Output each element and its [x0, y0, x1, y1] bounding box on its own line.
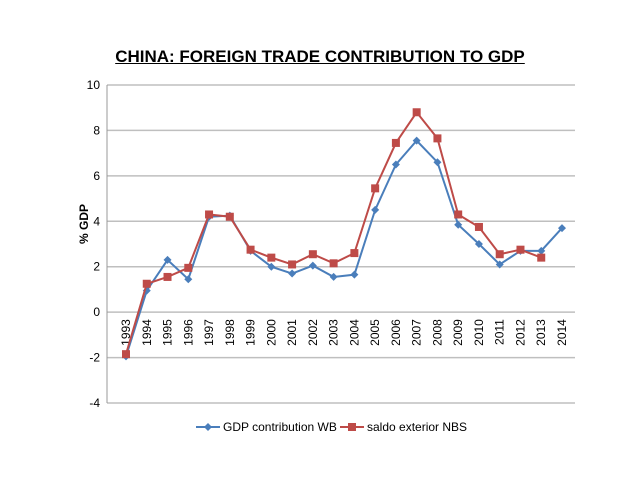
x-tick-label: 1995	[161, 319, 175, 346]
data-point	[371, 184, 380, 193]
data-point	[537, 246, 546, 255]
y-tick-label: 2	[93, 260, 100, 274]
legend-label: GDP contribution WB	[223, 420, 337, 434]
x-tick-label: 2001	[285, 319, 299, 346]
series-line	[125, 139, 563, 357]
x-tick-label: 2006	[389, 319, 403, 346]
data-point	[433, 158, 442, 167]
y-tick-label: 0	[93, 305, 100, 319]
x-tick-label: 2000	[264, 319, 278, 346]
x-tick-label: 2005	[368, 319, 382, 346]
data-point	[122, 350, 130, 359]
y-tick-label: 4	[93, 214, 100, 228]
x-tick-label: 2002	[306, 319, 320, 346]
data-point	[184, 275, 193, 284]
x-tick-label: 1994	[140, 319, 154, 346]
data-point	[163, 272, 172, 281]
x-tick-label: 1997	[202, 319, 216, 346]
data-point	[350, 270, 359, 279]
data-point	[142, 279, 151, 288]
x-tick-label: 2011	[493, 319, 507, 345]
series-line	[125, 110, 542, 355]
x-tick-label: 2003	[327, 319, 341, 346]
data-point	[205, 210, 214, 219]
y-axis-label: % GDP	[77, 204, 91, 244]
x-tick-label: 2009	[451, 319, 465, 346]
x-tick-label: 2014	[555, 319, 569, 346]
data-point	[350, 249, 359, 258]
data-point	[246, 245, 255, 254]
data-point	[329, 272, 338, 281]
data-point	[516, 245, 525, 254]
data-point	[537, 253, 546, 262]
data-point	[308, 250, 317, 259]
data-point	[558, 224, 566, 233]
data-point	[412, 136, 421, 145]
y-tick-label: -4	[89, 396, 100, 410]
data-point	[267, 253, 276, 262]
data-point	[454, 210, 463, 219]
data-point	[474, 222, 483, 231]
legend-marker	[204, 423, 212, 431]
x-tick-label: 1996	[181, 319, 195, 346]
data-point	[495, 260, 504, 269]
data-point	[474, 240, 483, 248]
y-tick-label: 6	[93, 169, 100, 183]
x-tick-label: 1998	[223, 319, 237, 346]
y-tick-label: 10	[87, 78, 101, 92]
data-point	[308, 261, 317, 270]
y-tick-label: 8	[93, 123, 100, 137]
data-point	[454, 220, 463, 229]
data-point	[412, 108, 421, 117]
data-point	[225, 212, 234, 221]
y-tick-label: -2	[89, 351, 100, 365]
data-point	[371, 205, 380, 214]
x-tick-label: 1999	[244, 319, 258, 346]
data-point	[288, 260, 297, 269]
data-point	[433, 134, 442, 143]
x-tick-label: 2012	[513, 319, 527, 346]
data-point	[391, 138, 400, 147]
data-point	[184, 263, 193, 272]
x-tick-label: 2004	[347, 319, 361, 346]
x-tick-label: 2008	[430, 319, 444, 346]
data-point	[267, 262, 276, 271]
chart-title: CHINA: FOREIGN TRADE CONTRIBUTION TO GDP	[115, 47, 525, 66]
x-tick-label: 2013	[534, 319, 548, 346]
data-point	[163, 255, 172, 264]
legend-label: saldo exterior NBS	[367, 420, 467, 434]
data-point	[288, 269, 297, 278]
legend-marker	[348, 423, 356, 431]
data-point	[329, 259, 338, 268]
data-point	[495, 250, 504, 259]
x-tick-label: 2010	[472, 319, 486, 346]
x-tick-label: 2007	[410, 319, 424, 346]
data-point	[391, 160, 400, 169]
